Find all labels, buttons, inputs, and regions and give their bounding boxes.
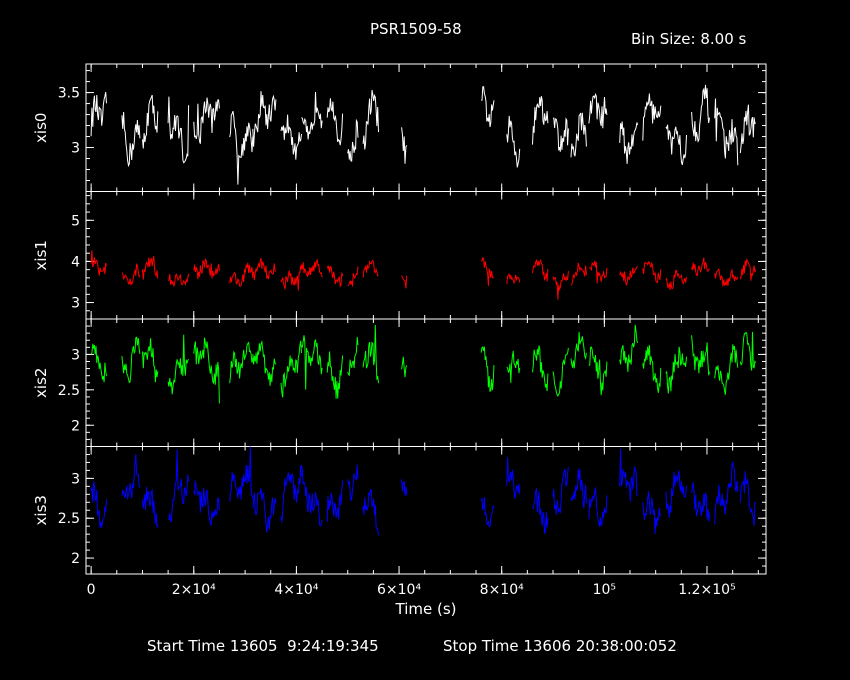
- panel-frame-xis2: [85, 318, 767, 447]
- x-tick-label: 2×10⁴: [172, 582, 216, 598]
- panel-frame-xis1: [85, 191, 767, 320]
- y-tick-label-xis1: 5: [71, 213, 80, 229]
- stop-time-label: Stop Time 13606 20:38:00:052: [443, 637, 677, 655]
- chart-title: PSR1509-58: [370, 20, 462, 38]
- y-tick-label-xis1: 3: [71, 296, 80, 312]
- y-tick-label-xis3: 3: [71, 471, 80, 487]
- y-axis-label-xis3: xis3: [32, 495, 50, 525]
- series-line-xis3: [90, 446, 756, 536]
- y-tick-label-xis2: 2: [71, 418, 80, 434]
- bin-size-label: Bin Size: 8.00 s: [631, 30, 747, 48]
- x-axis-label: Time (s): [395, 600, 457, 618]
- series-line-xis0: [90, 84, 757, 185]
- series-line-xis1: [90, 250, 757, 300]
- x-tick-label: 4×10⁴: [274, 582, 318, 598]
- y-tick-label-xis2: 2.5: [58, 383, 80, 399]
- y-tick-label-xis3: 2.5: [58, 511, 80, 527]
- x-tick-label: 0: [87, 582, 96, 598]
- x-tick-label: 10⁵: [593, 582, 616, 598]
- y-tick-label-xis0: 3: [71, 141, 80, 157]
- panel-frame-xis3: [85, 446, 767, 575]
- y-tick-label-xis3: 2: [71, 551, 80, 567]
- y-tick-label-xis2: 3: [71, 347, 80, 363]
- y-axis-label-xis0: xis0: [32, 113, 50, 143]
- y-tick-label-xis1: 4: [71, 254, 80, 270]
- x-tick-label: 6×10⁴: [377, 582, 421, 598]
- y-tick-label-xis0: 3.5: [58, 86, 80, 102]
- x-tick-label: 1.2×10⁵: [678, 582, 735, 598]
- y-axis-label-xis2: xis2: [32, 368, 50, 398]
- x-tick-label: 8×10⁴: [480, 582, 524, 598]
- series-line-xis2: [90, 324, 757, 404]
- start-time-label: Start Time 13605 9:24:19:345: [147, 637, 379, 655]
- y-axis-label-xis1: xis1: [32, 240, 50, 270]
